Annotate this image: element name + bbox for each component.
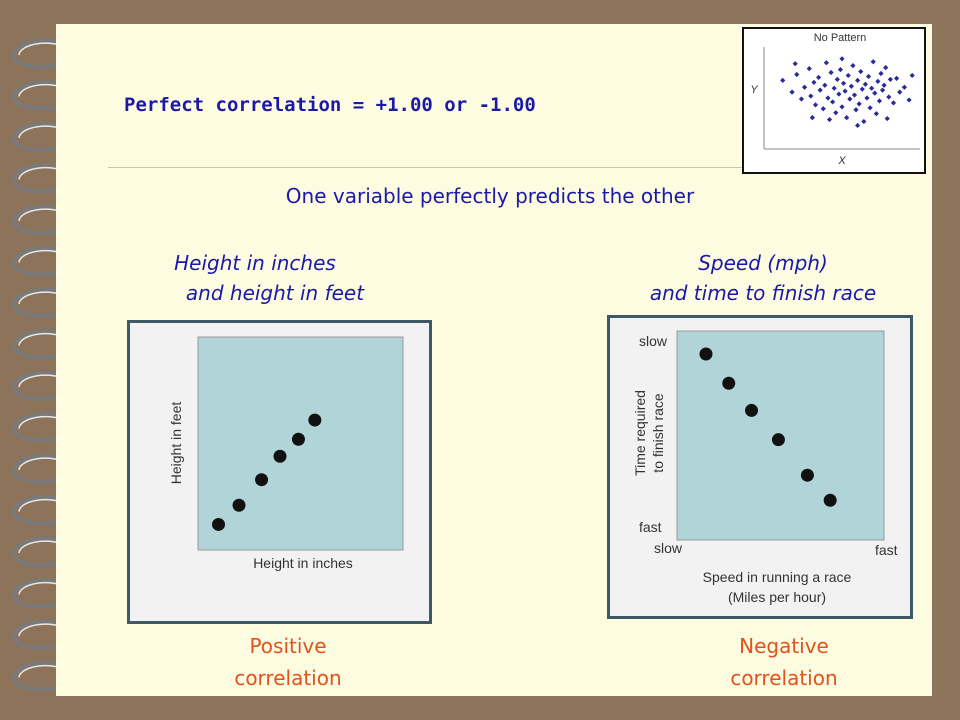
thumb-background (744, 29, 924, 172)
right-y-axis-label-line1: Time required (632, 390, 648, 476)
right-x-right-end-label: fast (875, 542, 898, 558)
thumb-point-22 (839, 104, 845, 110)
negative-correlation-chart: slow fast slow fast Time required to fin… (607, 315, 913, 619)
right-point-1 (722, 376, 736, 390)
thumb-point-20 (836, 91, 842, 97)
left-x-axis-label: Height in inches (253, 555, 353, 571)
thumb-point-58 (792, 61, 798, 67)
right-panel-title-line2: and time to finish race (649, 281, 877, 305)
left-caption-line2: correlation (234, 666, 342, 690)
left-point-1 (232, 498, 246, 512)
thumb-point-47 (878, 70, 884, 77)
thumb-point-11 (820, 106, 826, 112)
thumb-point-44 (873, 111, 879, 117)
thumb-point-17 (831, 85, 837, 91)
left-caption: Positive correlation (178, 630, 398, 694)
thumb-point-3 (798, 96, 805, 102)
thumb-point-23 (840, 80, 847, 86)
left-panel-title-line1: Height in inches (174, 251, 336, 275)
left-panel-title: Height in inches and height in feet (140, 248, 410, 308)
left-caption-line1: Positive (249, 634, 327, 658)
left-point-2 (255, 473, 269, 487)
thumb-point-35 (859, 86, 865, 92)
thumb-point-49 (881, 82, 887, 88)
right-point-4 (800, 468, 814, 482)
thumb-point-59 (909, 72, 915, 79)
left-y-axis-label: Height in feet (168, 402, 184, 485)
right-point-3 (771, 433, 785, 447)
thumb-point-50 (883, 65, 889, 71)
thumb-point-48 (879, 87, 886, 93)
right-points (699, 347, 837, 507)
thumb-x-label: X (837, 155, 846, 167)
thumb-title: No Pattern (814, 32, 867, 44)
thumb-point-7 (811, 79, 817, 85)
positive-correlation-chart: Height in inches Height in feet (127, 320, 432, 624)
thumb-point-63 (884, 115, 890, 122)
left-panel-title-line2: and height in feet (185, 281, 365, 305)
left-point-4 (291, 432, 305, 446)
right-caption: Negative correlation (674, 630, 894, 694)
left-point-5 (308, 413, 322, 427)
thumb-point-46 (876, 98, 883, 104)
right-y-axis-label-line2: to finish race (650, 393, 666, 473)
subtitle: One variable perfectly predicts the othe… (285, 184, 695, 208)
thumb-point-26 (845, 72, 851, 79)
right-point-2 (745, 403, 759, 417)
left-point-0 (212, 517, 225, 531)
thumb-point-27 (847, 96, 853, 102)
left-point-3 (273, 449, 287, 463)
thumb-point-18 (833, 110, 839, 116)
right-y-top-end-label: slow (639, 333, 668, 349)
no-pattern-chart: No Pattern Y X (742, 27, 926, 174)
thumb-point-6 (808, 93, 814, 99)
title-divider (108, 167, 748, 168)
right-panel-title: Speed (mph) and time to finish race (608, 248, 918, 308)
thumb-point-2 (794, 71, 800, 78)
thumb-point-41 (869, 85, 875, 91)
thumb-point-43 (872, 90, 878, 96)
thumb-point-21 (837, 66, 844, 73)
thumb-point-5 (806, 66, 812, 72)
right-panel-title-line1: Speed (mph) (698, 251, 828, 275)
thumb-point-51 (886, 94, 892, 100)
right-point-0 (699, 347, 713, 361)
right-x-left-end-label: slow (654, 540, 683, 556)
left-points (212, 413, 322, 531)
right-caption-line2: correlation (730, 666, 838, 690)
thumb-point-25 (844, 115, 850, 121)
thumb-point-64 (809, 115, 815, 121)
right-caption-line1: Negative (739, 634, 829, 658)
thumb-point-52 (887, 76, 893, 82)
thumb-point-24 (842, 88, 848, 94)
right-y-bottom-end-label: fast (639, 519, 662, 535)
thumb-point-19 (834, 76, 840, 82)
thumb-point-60 (839, 56, 845, 62)
thumb-point-45 (875, 78, 881, 84)
right-point-5 (823, 493, 837, 507)
right-x-axis-label-line1: Speed in running a race (703, 569, 852, 585)
thumb-point-4 (801, 84, 808, 90)
right-x-axis-label-line2: (Miles per hour) (728, 589, 826, 605)
thumb-point-34 (858, 68, 864, 75)
thumb-y-label: Y (750, 84, 758, 96)
page-title: Perfect correlation = +1.00 or -1.00 (124, 94, 536, 116)
thumb-point-1 (789, 89, 795, 95)
